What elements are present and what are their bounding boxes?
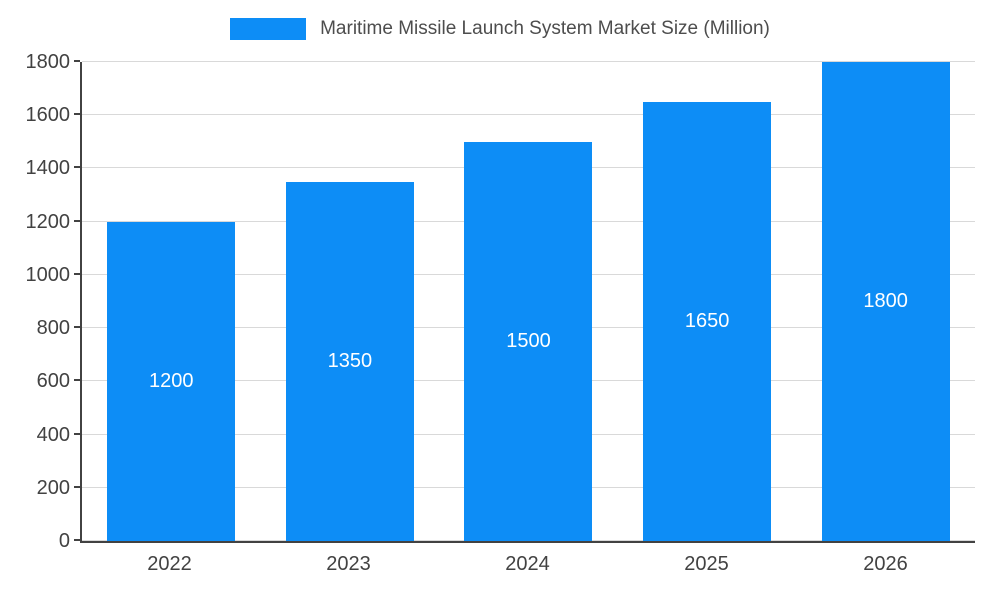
y-tick-label: 1800 — [25, 51, 71, 73]
x-tick-label-2024: 2024 — [505, 553, 550, 575]
y-tick-label: 800 — [36, 317, 70, 340]
bar-2025[interactable]: 1650 — [643, 101, 772, 541]
bar-slot: 1800 — [796, 62, 975, 541]
bar-slot: 1200 — [82, 62, 261, 541]
bar-2022[interactable]: 1200 — [107, 221, 236, 541]
bar-2023[interactable]: 1350 — [285, 181, 414, 541]
y-tick-label: 1200 — [25, 210, 71, 233]
bar-slot: 1500 — [439, 62, 618, 541]
y-tick-label: 1400 — [25, 157, 71, 180]
bar-value-label: 1350 — [327, 349, 373, 372]
legend-swatch — [230, 18, 307, 40]
bar-value-label: 1650 — [684, 309, 730, 332]
x-axis: 2022 2023 2024 2025 2026 — [80, 553, 975, 589]
bar-slot: 1650 — [618, 62, 797, 541]
bars-container: 1200 1350 1500 1650 1800 — [82, 62, 975, 541]
bar-slot: 1350 — [261, 62, 440, 541]
bar-value-label: 1800 — [863, 290, 908, 312]
x-tick-label-2026: 2026 — [863, 553, 908, 575]
y-tick-label: 1600 — [25, 104, 71, 127]
chart-legend: Maritime Missile Launch System Market Si… — [0, 14, 1000, 44]
x-tick-label-2023: 2023 — [326, 553, 371, 575]
y-axis: 0 200 400 600 800 1000 1200 1400 1600 1800 — [0, 52, 71, 551]
y-tick-label: 0 — [58, 530, 70, 552]
y-tick-label: 1000 — [25, 263, 71, 286]
bar-value-label: 1200 — [149, 369, 194, 392]
bar-value-label: 1500 — [506, 329, 551, 352]
chart-title: Maritime Missile Launch System Market Si… — [320, 18, 770, 39]
y-tick-label: 400 — [36, 423, 70, 446]
bar-2024[interactable]: 1500 — [464, 141, 593, 541]
y-tick-label: 200 — [36, 476, 70, 499]
gridline-1800 — [74, 60, 975, 62]
plot-area: 1200 1350 1500 1650 1800 — [74, 60, 975, 543]
y-tick-label: 600 — [36, 370, 70, 393]
bar-2026[interactable]: 1800 — [821, 62, 950, 541]
x-tick-label-2022: 2022 — [147, 553, 192, 575]
gridline-1600 — [74, 113, 975, 116]
x-tick-label-2025: 2025 — [684, 553, 729, 575]
